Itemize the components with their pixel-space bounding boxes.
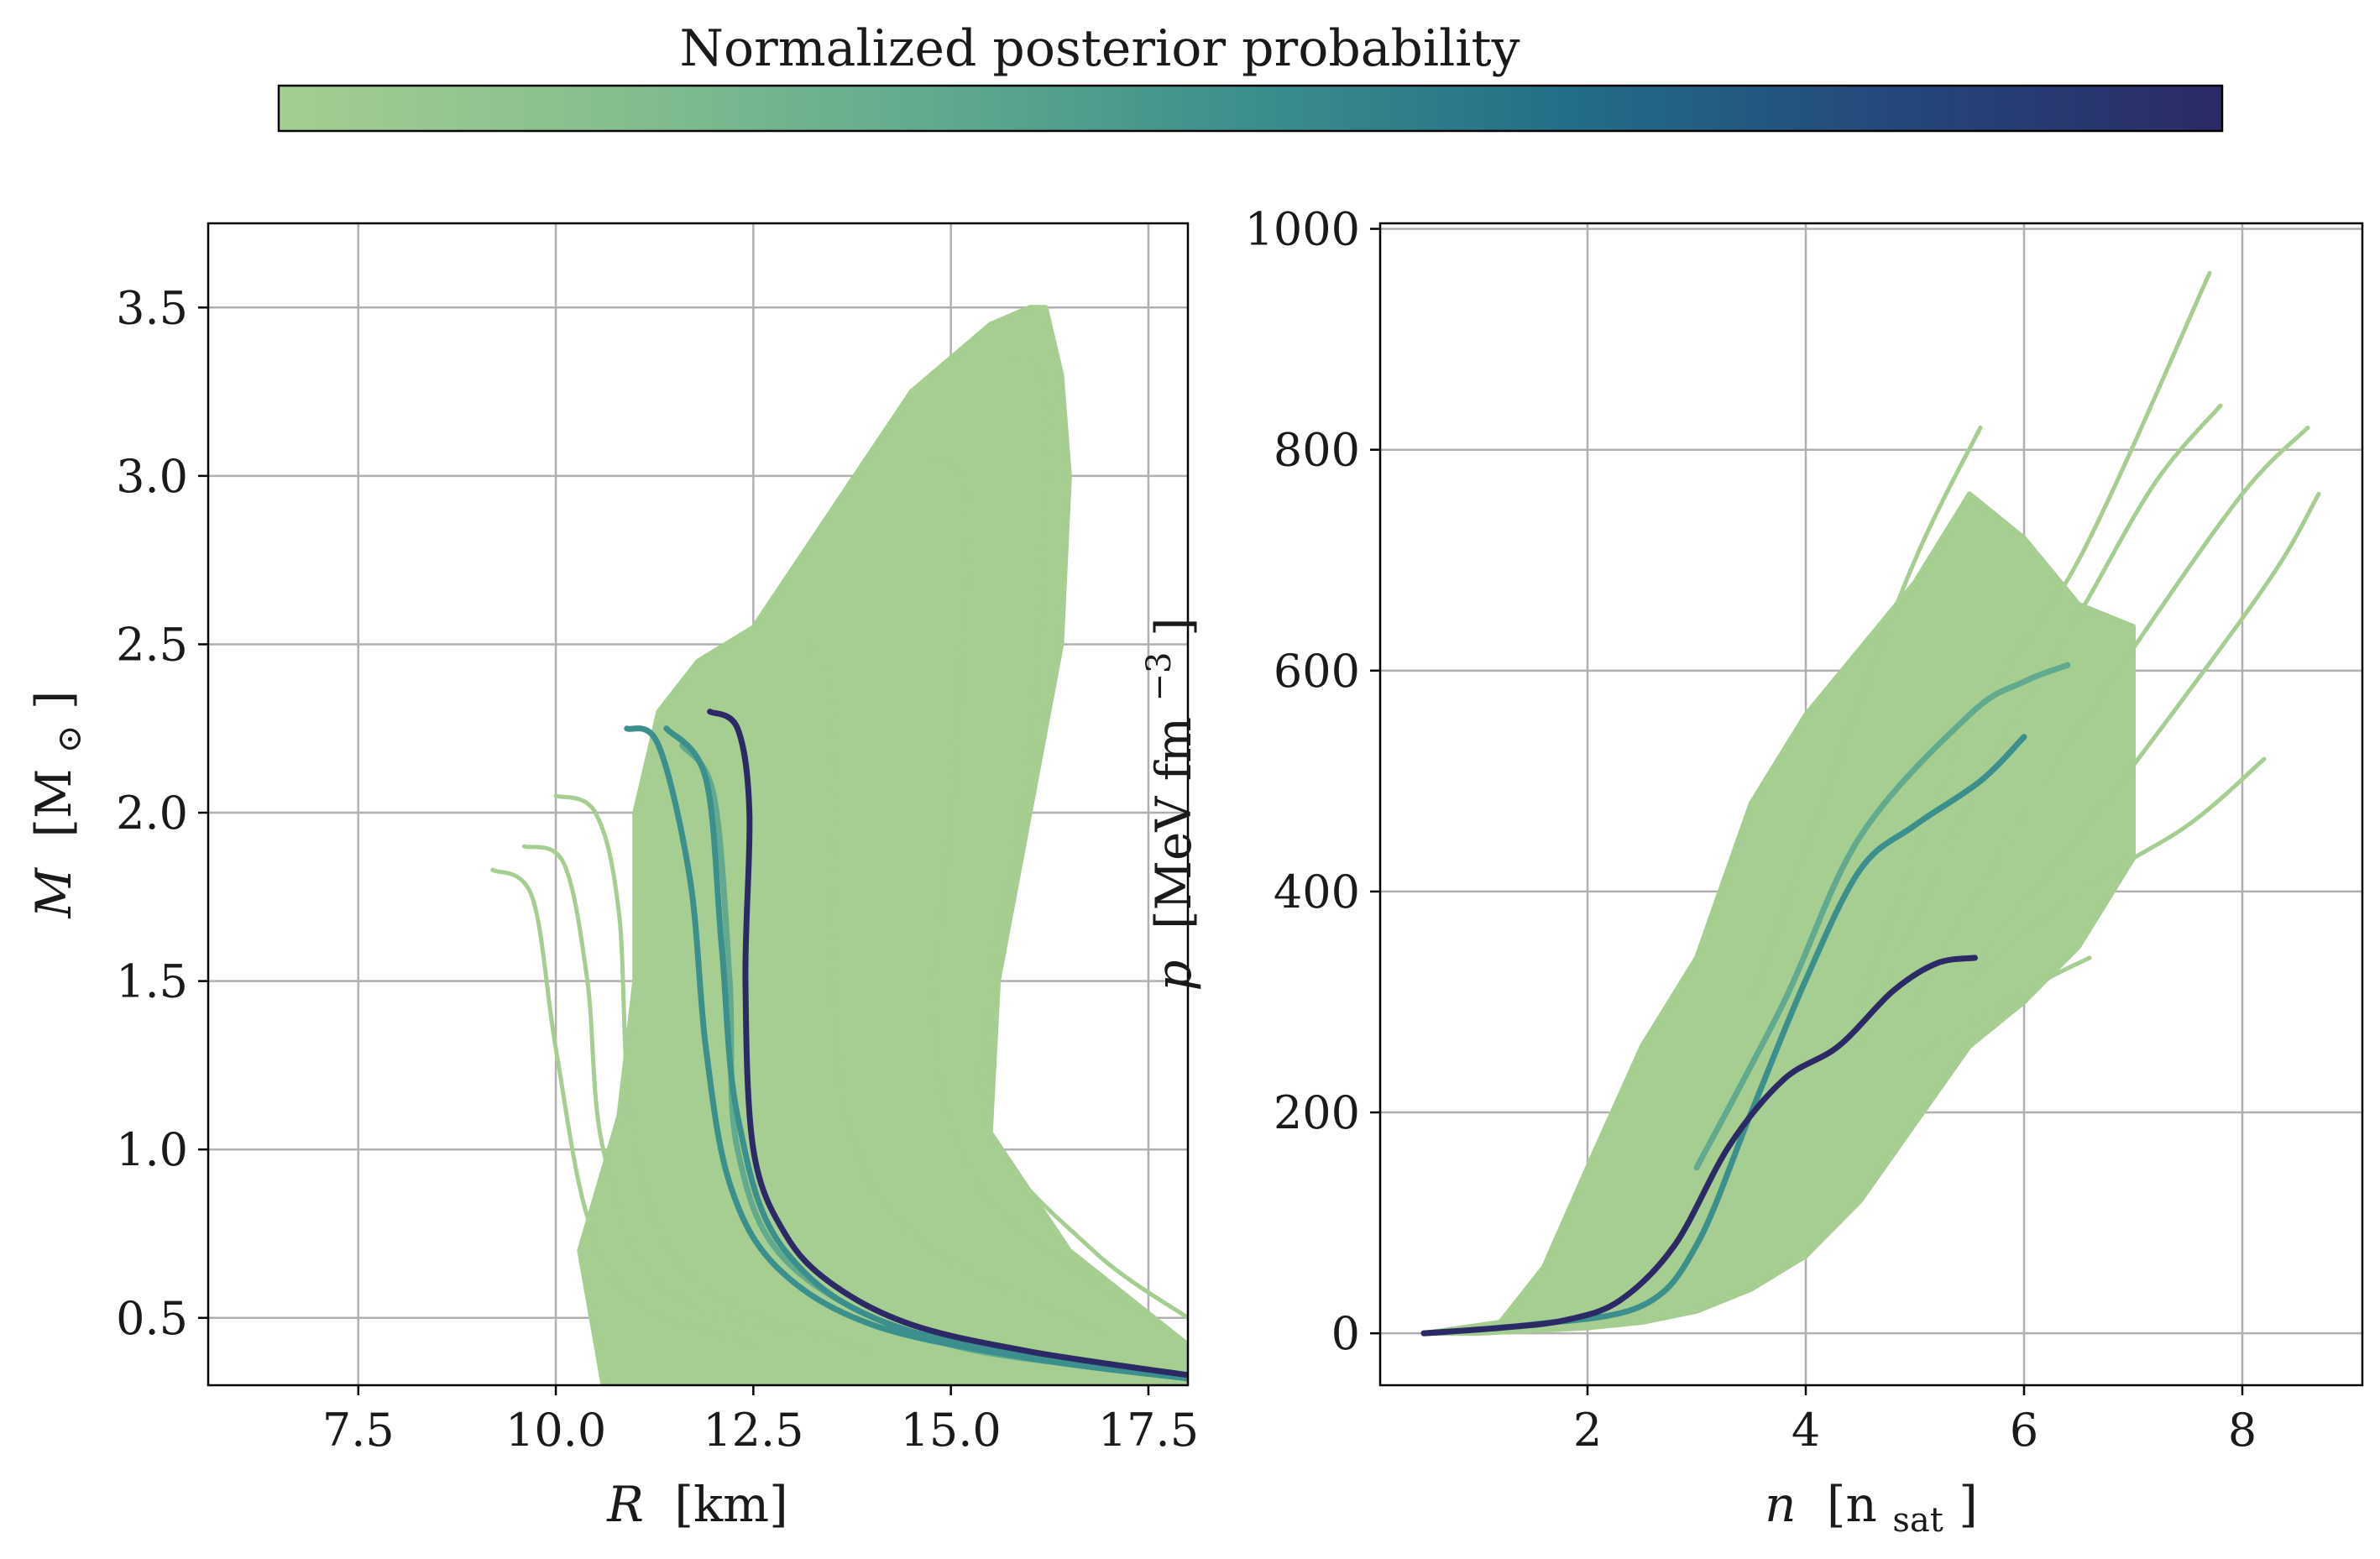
mass-radius-curve-3 — [806, 641, 1112, 1337]
pressure-density-ytick-label: 800 — [1274, 424, 1360, 477]
mass-radius-ticks: 7.5 10.0 12.5 15.0 17.5 0.5 1.0 1.5 2.0 2.5 3.0 3.5 — [116, 281, 1199, 1457]
pressure-density-xlabel-unit-open: [n — [1827, 1476, 1877, 1533]
mass-radius-curve-9 — [707, 709, 1188, 1379]
mass-radius-posterior-band — [577, 305, 1188, 1385]
mass-radius-ytick-label: 2.5 — [116, 618, 188, 671]
colorbar-gradient — [277, 84, 2224, 133]
mass-radius-xtick-label: 7.5 — [322, 1404, 395, 1457]
pressure-density-xtick-label: 4 — [1792, 1404, 1820, 1457]
mass-radius-ytick-label: 0.5 — [116, 1292, 188, 1345]
mass-radius-ylabel: M [M ⊙ ] — [25, 691, 92, 919]
mass-radius-curves — [490, 305, 1188, 1385]
pressure-density-ytick-label: 400 — [1274, 866, 1360, 918]
pressure-density-ylabel-unit-sup: −3 — [1140, 651, 1179, 701]
pressure-density-curve-2 — [1912, 425, 2310, 1004]
mass-radius-frame — [207, 222, 1190, 1387]
mass-radius-curve-7 — [624, 725, 1188, 1382]
mass-radius-xlabel-unit: [km] — [674, 1476, 787, 1533]
mass-radius-xtick-label: 10.0 — [505, 1404, 606, 1457]
pressure-density-ytick-label: 1000 — [1245, 203, 1360, 256]
mass-radius-ylabel-unit-close: ] — [25, 691, 82, 710]
pressure-density-ytick-label: 0 — [1331, 1307, 1360, 1360]
pressure-density-curve-7 — [1693, 662, 2071, 1171]
mass-radius-ytick-label: 1.5 — [116, 955, 188, 1008]
mass-radius-ytick-label: 1.0 — [116, 1123, 188, 1176]
pressure-density-curves — [1420, 270, 2321, 1337]
mass-radius-ytick-label: 3.5 — [116, 281, 188, 334]
pressure-density-ylabel: p [MeV fm −3 ] — [1125, 617, 1202, 991]
mass-radius-xtick-label: 17.5 — [1098, 1404, 1199, 1457]
pressure-density-ylabel-unit-close: ] — [1145, 617, 1202, 636]
pressure-density-curve-9 — [1420, 955, 1978, 1337]
pressure-density-curve-8 — [1420, 734, 2027, 1337]
pressure-density-ytick-label: 600 — [1274, 645, 1360, 698]
pressure-density-posterior-band — [1421, 491, 2136, 1337]
mass-radius-curve-8 — [663, 725, 1188, 1379]
pressure-density-plot: 2 4 6 8 0 200 400 600 800 1000 n [n sat ] p [MeV … — [1125, 203, 2364, 1543]
mass-radius-ylabel-var: M — [25, 866, 82, 918]
mass-radius-xtick-label: 15.0 — [901, 1404, 1002, 1457]
pressure-density-xtick-label: 2 — [1573, 1404, 1602, 1457]
pressure-density-xtick-label: 8 — [2228, 1404, 2257, 1457]
mass-radius-curve-5 — [979, 355, 1188, 1321]
pressure-density-xlabel-unit-close: ] — [1959, 1476, 1978, 1533]
pressure-density-ylabel-var: p — [1145, 960, 1202, 991]
pressure-density-curve-6 — [1912, 955, 2092, 1059]
mass-radius-ytick-label: 2.0 — [116, 787, 188, 840]
pressure-density-curve-5 — [1749, 425, 1983, 1004]
pressure-density-xlabel-var: n — [1765, 1476, 1796, 1533]
pressure-density-curve-1 — [1858, 403, 2223, 1049]
pressure-density-curve-4 — [1967, 756, 2267, 982]
pressure-density-xlabel-unit-sub: sat — [1892, 1501, 1943, 1540]
mass-radius-ylabel-unit-sub: ⊙ — [50, 725, 89, 754]
mass-radius-xlabel-var: R — [606, 1476, 644, 1533]
colorbar-label: Normalized posterior probability — [679, 19, 1520, 78]
mass-radius-curve-1 — [521, 844, 795, 1337]
mass-radius-ytick-label: 3.0 — [116, 450, 188, 503]
pressure-density-ylabel-unit-open: [MeV fm — [1145, 717, 1202, 929]
pressure-density-curve-0 — [1858, 270, 2212, 1004]
pressure-density-curve-3 — [1967, 491, 2321, 971]
pressure-density-frame — [1378, 222, 2364, 1387]
mass-radius-plot: 7.5 10.0 12.5 15.0 17.5 0.5 1.0 1.5 2.0 2.5 3.0 3.5… — [25, 222, 1199, 1533]
mass-radius-curve-2 — [553, 793, 875, 1354]
pressure-density-xlabel: n [n sat ] — [1765, 1476, 1978, 1543]
pressure-density-ytick-label: 200 — [1274, 1086, 1360, 1139]
mass-radius-curve-0 — [490, 867, 756, 1347]
mass-radius-curve-4 — [931, 457, 1151, 1321]
mass-radius-xlabel: R [km] — [606, 1476, 788, 1533]
pressure-density-ticks: 2 4 6 8 0 200 400 600 800 1000 — [1245, 203, 2257, 1457]
mass-radius-xtick-label: 12.5 — [703, 1404, 803, 1457]
colorbar: Normalized posterior probability — [277, 19, 2224, 133]
pressure-density-xtick-label: 6 — [2010, 1404, 2038, 1457]
mass-radius-ylabel-unit-open: [M — [25, 769, 82, 838]
